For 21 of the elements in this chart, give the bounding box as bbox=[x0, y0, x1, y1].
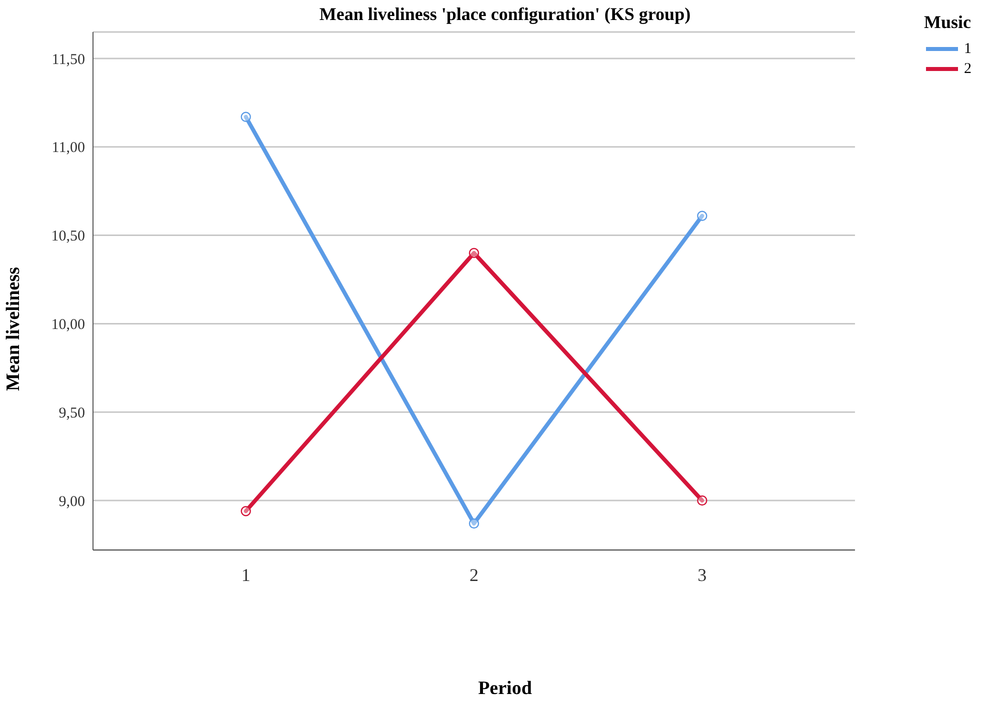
y-tick-label: 11,00 bbox=[52, 140, 85, 156]
legend-label: 1 bbox=[964, 40, 972, 58]
point bbox=[468, 518, 480, 529]
point bbox=[468, 248, 480, 258]
point bbox=[240, 112, 251, 122]
point bbox=[240, 506, 251, 516]
legend-label: 2 bbox=[964, 60, 972, 78]
point bbox=[697, 210, 708, 221]
x-tick-label: 2 bbox=[470, 564, 478, 585]
legend-title: Music bbox=[924, 12, 972, 33]
point bbox=[697, 495, 708, 506]
x-axis-title: Period bbox=[477, 678, 533, 700]
y-tick-label: 9,50 bbox=[58, 405, 85, 422]
y-axis-title: Mean liveliness bbox=[3, 266, 25, 392]
x-tick-label: 3 bbox=[698, 564, 707, 585]
y-tick-label: 11,50 bbox=[52, 52, 85, 68]
x-tick-label: 1 bbox=[241, 564, 250, 585]
chart-title: Mean liveliness 'place configuration' (KS group) bbox=[318, 4, 692, 25]
y-tick-label: 10,00 bbox=[51, 317, 85, 334]
y-tick-label: 9,00 bbox=[58, 494, 85, 510]
y-tick-label: 10,50 bbox=[51, 228, 85, 245]
